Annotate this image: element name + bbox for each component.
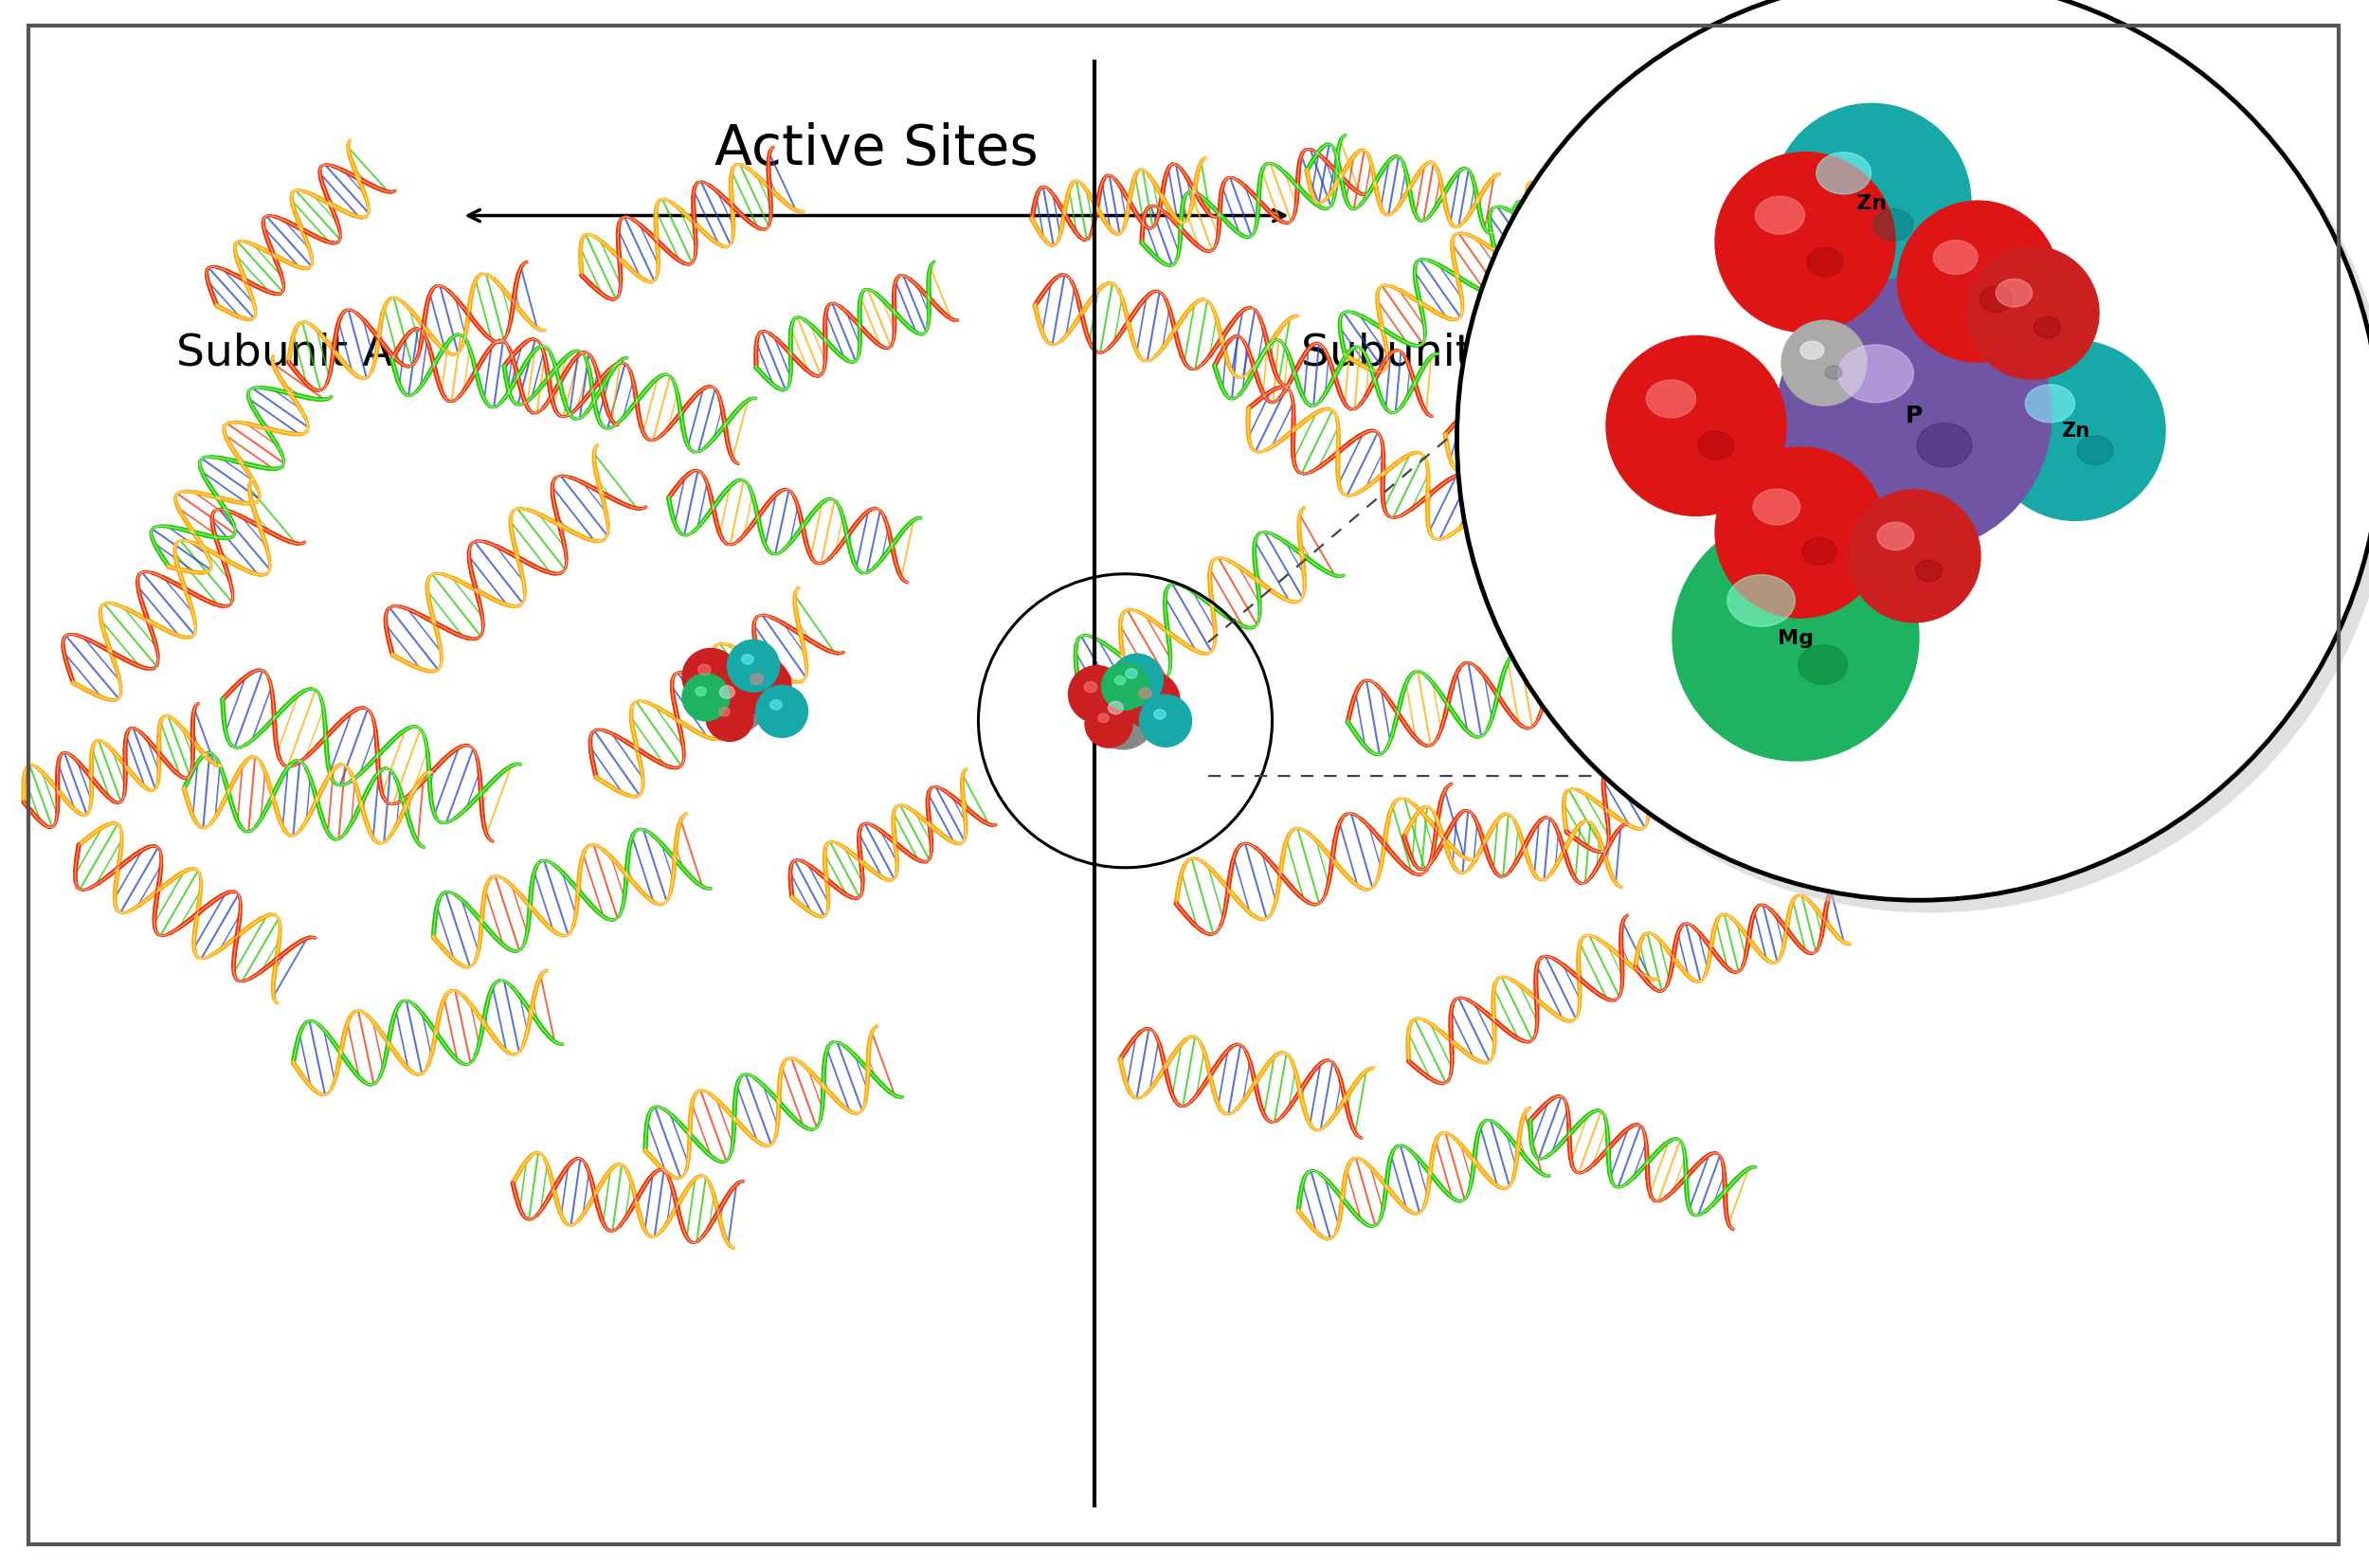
- Circle shape: [1966, 248, 2099, 379]
- Circle shape: [1777, 278, 2052, 554]
- Ellipse shape: [1917, 423, 1971, 467]
- Text: Mg: Mg: [1777, 629, 1815, 648]
- Ellipse shape: [1800, 342, 1824, 361]
- Ellipse shape: [1933, 241, 1978, 274]
- Text: Zn: Zn: [1857, 194, 1886, 213]
- Ellipse shape: [699, 665, 711, 676]
- Ellipse shape: [1817, 154, 1872, 194]
- Ellipse shape: [2078, 436, 2113, 466]
- Ellipse shape: [696, 687, 706, 696]
- Circle shape: [727, 640, 779, 693]
- Circle shape: [1848, 491, 1980, 622]
- Circle shape: [756, 685, 808, 739]
- Ellipse shape: [1139, 688, 1151, 699]
- Circle shape: [1673, 514, 1919, 762]
- Ellipse shape: [1699, 431, 1734, 461]
- Circle shape: [734, 659, 791, 715]
- Ellipse shape: [741, 655, 753, 665]
- Circle shape: [1715, 448, 1886, 618]
- Ellipse shape: [1099, 713, 1109, 723]
- Ellipse shape: [2025, 386, 2075, 423]
- Ellipse shape: [1803, 538, 1836, 566]
- Ellipse shape: [1824, 367, 1843, 379]
- Ellipse shape: [1874, 210, 1914, 241]
- Ellipse shape: [1154, 710, 1166, 720]
- Ellipse shape: [1917, 561, 1943, 582]
- Circle shape: [1457, 0, 2369, 900]
- Circle shape: [1606, 337, 1786, 516]
- Circle shape: [1068, 666, 1125, 723]
- Ellipse shape: [1109, 702, 1123, 715]
- Ellipse shape: [1125, 670, 1137, 679]
- Ellipse shape: [1808, 248, 1843, 278]
- Ellipse shape: [1727, 575, 1796, 627]
- Circle shape: [1102, 663, 1149, 710]
- Ellipse shape: [1876, 522, 1914, 550]
- Circle shape: [1772, 105, 1971, 303]
- Circle shape: [1111, 654, 1163, 707]
- Ellipse shape: [1995, 279, 2033, 307]
- Ellipse shape: [2035, 318, 2061, 339]
- Ellipse shape: [1980, 287, 2011, 314]
- Circle shape: [701, 668, 768, 734]
- Circle shape: [1085, 701, 1132, 748]
- Ellipse shape: [1646, 381, 1696, 419]
- Circle shape: [1123, 673, 1180, 729]
- Ellipse shape: [1838, 345, 1914, 403]
- Circle shape: [1715, 154, 1895, 332]
- Ellipse shape: [1753, 489, 1800, 525]
- Circle shape: [1898, 202, 2059, 362]
- Circle shape: [1781, 321, 1867, 406]
- Ellipse shape: [751, 674, 763, 685]
- Circle shape: [706, 695, 753, 742]
- Ellipse shape: [720, 687, 734, 699]
- Circle shape: [1090, 684, 1156, 750]
- Ellipse shape: [1755, 198, 1805, 235]
- Ellipse shape: [770, 701, 782, 710]
- Text: Subunit A: Subunit A: [175, 331, 393, 375]
- Circle shape: [682, 649, 739, 706]
- Text: Active Sites: Active Sites: [715, 122, 1038, 176]
- Ellipse shape: [1798, 646, 1848, 685]
- Text: Subunit B: Subunit B: [1301, 331, 1519, 375]
- Text: P: P: [1905, 405, 1924, 426]
- Circle shape: [682, 674, 730, 721]
- Circle shape: [1469, 0, 2369, 913]
- Ellipse shape: [1085, 682, 1097, 693]
- Ellipse shape: [1116, 676, 1125, 685]
- Text: Zn: Zn: [2061, 422, 2089, 441]
- Circle shape: [1139, 695, 1192, 748]
- Ellipse shape: [720, 707, 730, 717]
- Circle shape: [1985, 342, 2165, 521]
